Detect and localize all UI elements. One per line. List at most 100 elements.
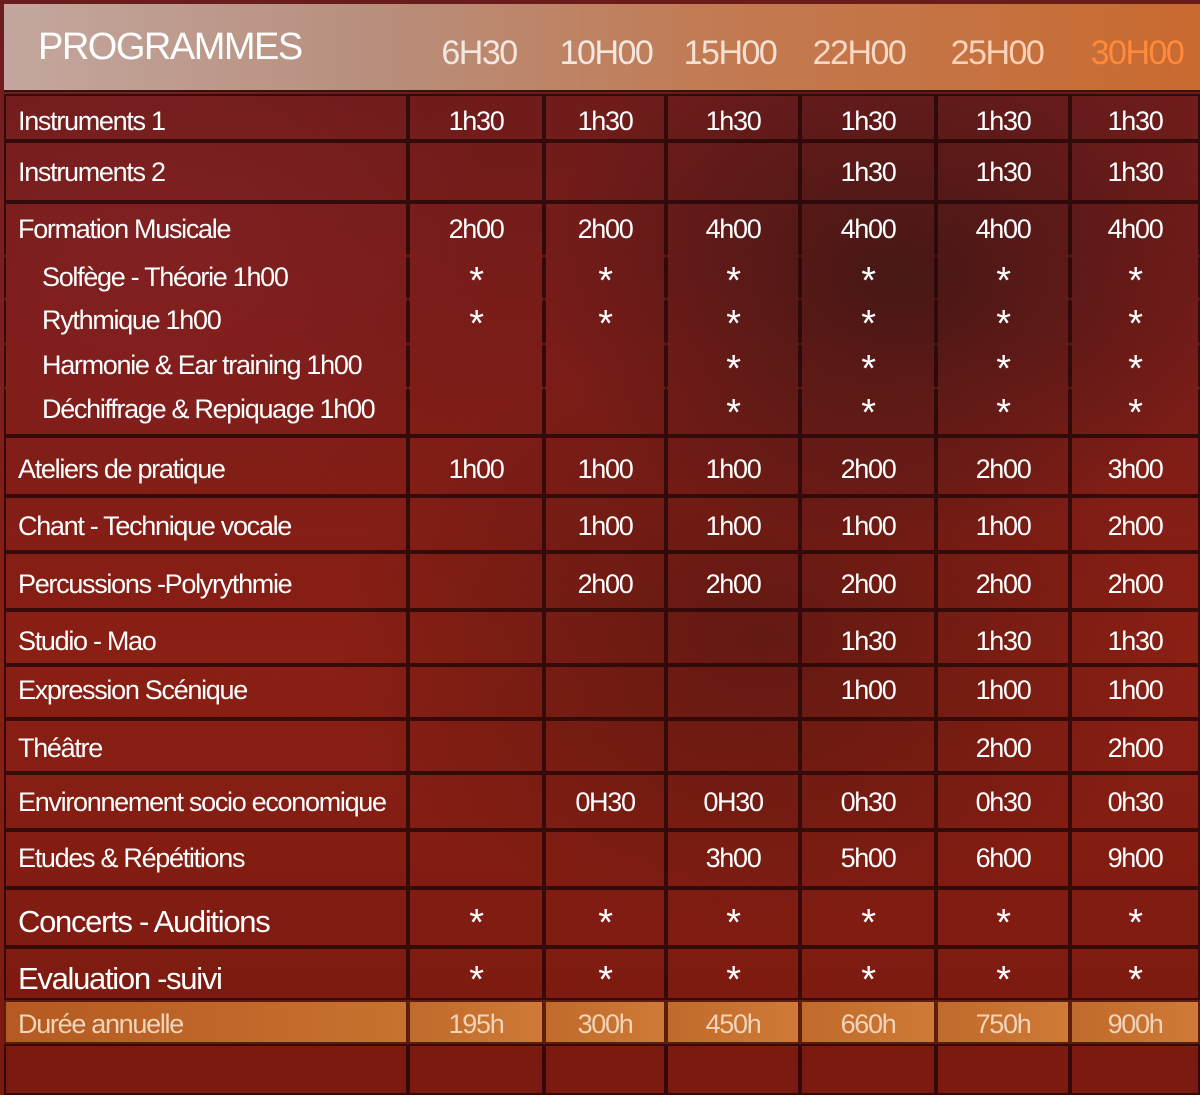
value-cell: *: [1070, 388, 1200, 436]
total-duration: 300h: [577, 1009, 634, 1039]
row-label: Concerts - Auditions: [18, 904, 271, 939]
table-row: Solfège - Théorie 1h00 * * * * * *: [4, 256, 1200, 302]
table-row: Environnement socio economique 0H30 0H30 0h…: [4, 773, 1200, 830]
value-cell: [544, 830, 666, 888]
asterisk-mark: *: [726, 260, 741, 302]
table-row: Concerts - Auditions * * * * * *: [4, 888, 1200, 947]
asterisk-mark: *: [861, 392, 876, 434]
total-value-cell: 660h: [800, 1000, 936, 1044]
value-cell: *: [800, 388, 936, 436]
table-row: Formation Musicale 2h00 2h00 4h00 4h00 4h00 4h…: [4, 202, 1200, 256]
value-cell: [408, 665, 544, 719]
table-row: Harmonie & Ear training 1h00 * * * *: [4, 344, 1200, 390]
total-value-cell: 450h: [666, 1000, 800, 1044]
value-cell: [544, 141, 666, 202]
table-row: Chant - Technique vocale 1h00 1h00 1h00 1h00…: [4, 496, 1200, 552]
asterisk-mark: *: [1128, 303, 1143, 345]
row-label: Evaluation -suivi: [18, 961, 223, 996]
duration-value: 2h00: [975, 569, 1032, 599]
asterisk-mark: *: [726, 348, 741, 390]
value-cell: [408, 496, 544, 552]
value-cell: 1h00: [544, 436, 666, 496]
asterisk-mark: *: [598, 959, 613, 1001]
value-cell: 3h00: [1070, 436, 1200, 496]
asterisk-mark: *: [996, 959, 1011, 1001]
value-cell: *: [1070, 256, 1200, 302]
value-cell: *: [408, 888, 544, 947]
value-cell: *: [936, 947, 1070, 1001]
value-cell: *: [544, 299, 666, 345]
duration-value: 4h00: [975, 214, 1032, 244]
duration-value: 1h30: [840, 106, 897, 136]
value-cell: 2h00: [544, 552, 666, 610]
row-label-cell: Concerts - Auditions: [4, 888, 408, 947]
asterisk-mark: *: [726, 303, 741, 345]
row-label-cell: Expression Scénique: [4, 665, 408, 719]
row-label-cell: Percussions -Polyrythmie: [4, 552, 408, 610]
table-row: Théâtre 2h00 2h00: [4, 719, 1200, 773]
value-cell: [666, 141, 800, 202]
duration-value: 5h00: [840, 843, 897, 873]
value-cell: *: [1070, 947, 1200, 1001]
asterisk-mark: *: [996, 902, 1011, 944]
value-cell: 1h30: [1070, 610, 1200, 665]
asterisk-mark: *: [726, 902, 741, 944]
value-cell: [544, 719, 666, 773]
duration-value: 4h00: [840, 214, 897, 244]
value-cell: 1h30: [800, 141, 936, 202]
asterisk-mark: *: [726, 392, 741, 434]
table-row: Evaluation -suivi * * * * * *: [4, 947, 1200, 1001]
duration-value: 1h00: [705, 454, 762, 484]
value-cell: 1h00: [800, 496, 936, 552]
column-header-25h00: 25H00: [950, 34, 1045, 72]
value-cell: *: [800, 888, 936, 947]
asterisk-mark: *: [861, 348, 876, 390]
asterisk-mark: *: [469, 303, 484, 345]
duration-value: 1h00: [975, 511, 1032, 541]
duration-value: 2h00: [840, 569, 897, 599]
asterisk-mark: *: [996, 392, 1011, 434]
value-cell: *: [800, 344, 936, 390]
duration-value: 1h30: [448, 106, 505, 136]
value-cell: *: [800, 947, 936, 1001]
row-label: Harmonie & Ear training 1h00: [42, 350, 363, 380]
asterisk-mark: *: [996, 260, 1011, 302]
column-header-10h00: 10H00: [559, 34, 654, 72]
value-cell: [408, 830, 544, 888]
total-duration: 195h: [448, 1009, 505, 1039]
value-cell: [666, 719, 800, 773]
value-cell: [666, 665, 800, 719]
value-cell: [408, 388, 544, 436]
duration-value: 1h00: [1107, 675, 1164, 705]
duration-value: 2h00: [1107, 511, 1164, 541]
duration-value: 1h30: [705, 106, 762, 136]
duration-value: 1h30: [840, 626, 897, 656]
value-cell: *: [936, 888, 1070, 947]
value-cell: [544, 344, 666, 388]
asterisk-mark: *: [861, 959, 876, 1001]
value-cell: 1h00: [544, 496, 666, 552]
value-cell: [544, 610, 666, 665]
value-cell: 2h00: [408, 202, 544, 256]
total-row: Durée annuelle 195h 300h 450h 660h 750h 900h: [4, 1000, 1200, 1044]
row-label-cell: Etudes & Répétitions: [4, 830, 408, 888]
row-label-cell: Déchiffrage & Repiquage 1h00: [4, 388, 408, 436]
value-cell: *: [544, 256, 666, 302]
row-label-cell: Formation Musicale: [4, 202, 408, 256]
value-cell: *: [666, 299, 800, 345]
value-cell: *: [666, 344, 800, 390]
row-label-cell: Instruments 2: [4, 141, 408, 202]
row-label-cell: Harmonie & Ear training 1h00: [4, 344, 408, 388]
duration-value: 1h30: [840, 157, 897, 187]
value-cell: 2h00: [1070, 496, 1200, 552]
value-cell: *: [800, 256, 936, 302]
table-header: PROGRAMMES 6H30 10H00 15H00 22H00 25H00 …: [4, 4, 1200, 92]
duration-value: 1h30: [1107, 157, 1164, 187]
empty-cell: [408, 1044, 544, 1095]
column-header-30h00: 30H00: [1090, 34, 1185, 72]
row-label: Rythmique 1h00: [42, 305, 222, 335]
row-label: Théâtre: [18, 733, 103, 763]
value-cell: [408, 610, 544, 665]
value-cell: 1h30: [800, 610, 936, 665]
duration-value: 1h00: [840, 675, 897, 705]
